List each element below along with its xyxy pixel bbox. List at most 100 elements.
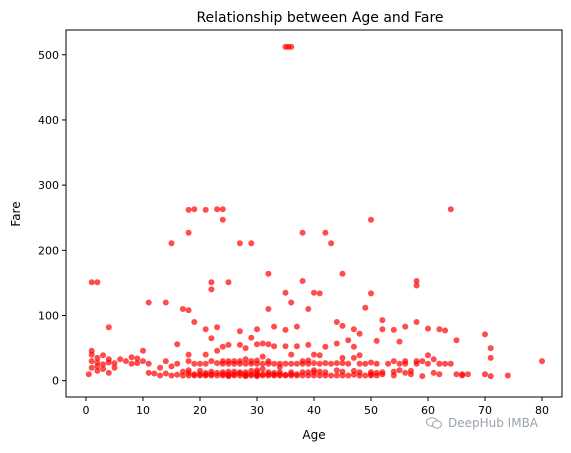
data-point (379, 317, 386, 324)
data-point (362, 360, 369, 367)
data-point (259, 340, 266, 347)
data-point (248, 334, 255, 341)
data-point (288, 360, 295, 367)
data-point (464, 371, 471, 378)
data-point (265, 270, 272, 277)
data-point (316, 360, 323, 367)
data-point (259, 371, 266, 378)
data-point (219, 369, 226, 376)
data-point (85, 371, 92, 378)
data-point (208, 368, 215, 375)
data-point (333, 340, 340, 347)
data-point (345, 372, 352, 379)
data-point (259, 353, 266, 360)
data-point (94, 367, 101, 374)
data-point (254, 367, 260, 374)
data-point (390, 368, 397, 375)
data-point (100, 361, 107, 368)
y-tick-label: 200 (38, 244, 59, 257)
data-point (208, 279, 215, 286)
data-point (402, 369, 409, 376)
data-point (447, 360, 454, 367)
data-point (350, 367, 357, 374)
data-point (402, 323, 409, 330)
data-point (202, 351, 209, 358)
y-axis-label: Fare (9, 201, 23, 226)
y-axis-ticks: 0 100 200 300 400 500 (38, 49, 66, 388)
data-point (236, 369, 243, 376)
data-point (425, 352, 431, 359)
x-tick-label: 0 (82, 404, 89, 417)
data-point (202, 326, 209, 333)
data-point (219, 358, 226, 365)
data-point (185, 229, 192, 236)
data-point (145, 369, 152, 376)
data-point (242, 369, 249, 376)
data-point (151, 370, 158, 377)
data-point (197, 360, 203, 367)
data-point (345, 337, 352, 344)
data-point (179, 368, 186, 375)
data-point (419, 358, 426, 365)
data-point (539, 358, 545, 365)
data-point (487, 354, 494, 361)
data-point (105, 356, 112, 363)
data-point (305, 369, 312, 376)
data-point (305, 306, 312, 312)
data-point (88, 358, 95, 365)
data-point (425, 360, 431, 367)
data-point (271, 360, 278, 367)
data-point (328, 360, 335, 367)
data-point (94, 354, 101, 361)
data-point (299, 358, 306, 365)
data-point (265, 358, 272, 365)
data-point (265, 341, 272, 348)
data-point (305, 357, 312, 364)
data-point (413, 319, 420, 325)
data-point (288, 369, 295, 376)
data-point (191, 360, 198, 367)
data-point (276, 369, 283, 376)
data-point (145, 299, 152, 306)
data-point (311, 289, 317, 296)
data-point (419, 373, 426, 380)
data-point (100, 366, 107, 372)
data-point (413, 278, 420, 284)
data-point (379, 369, 386, 376)
data-point (430, 356, 437, 363)
data-point (88, 364, 95, 371)
chart-title: Relationship between Age and Fare (196, 10, 443, 26)
data-point (162, 299, 169, 306)
data-point (105, 324, 112, 331)
data-point (356, 330, 363, 337)
data-point (373, 337, 380, 344)
data-point (162, 358, 169, 365)
data-point (368, 359, 374, 366)
data-point (231, 368, 238, 375)
data-point (179, 306, 186, 312)
data-point (322, 343, 329, 350)
data-point (373, 360, 380, 367)
data-point (356, 352, 363, 359)
x-tick-label: 10 (136, 404, 150, 417)
data-point (482, 331, 488, 338)
data-point (94, 279, 101, 286)
data-point (248, 367, 255, 374)
data-point (254, 341, 260, 348)
data-point (168, 363, 175, 370)
data-point (236, 341, 243, 348)
data-point (436, 326, 443, 333)
data-point (339, 354, 346, 361)
data-point (162, 370, 169, 377)
data-point (265, 369, 272, 376)
y-tick-label: 0 (52, 375, 59, 388)
data-point (248, 240, 255, 247)
data-point (88, 347, 95, 354)
data-point (185, 307, 192, 314)
data-point (402, 358, 409, 365)
wechat-icon (426, 417, 442, 429)
data-point (214, 324, 221, 331)
data-point (191, 371, 198, 378)
data-point (185, 351, 192, 358)
